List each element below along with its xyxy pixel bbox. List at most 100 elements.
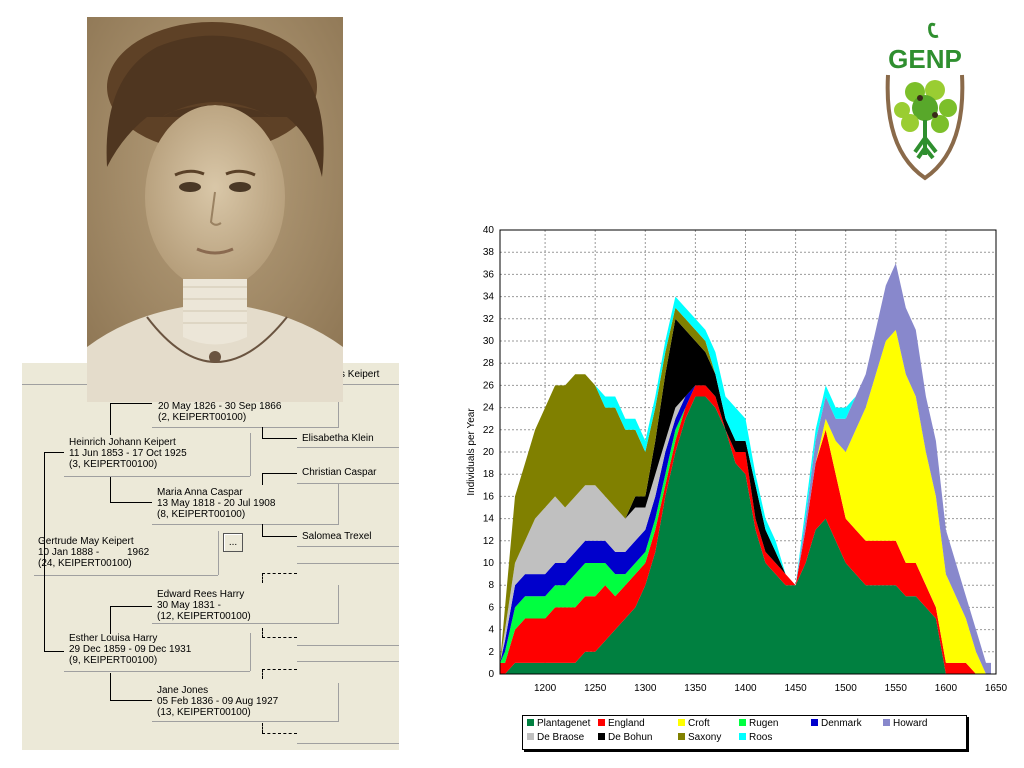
legend-label: England (608, 718, 645, 729)
x-tick-label: 1500 (835, 683, 858, 694)
legend-swatch (527, 719, 534, 726)
person-name: Edward Rees Harry (157, 589, 245, 600)
person-dates: 20 May 1826 - 30 Sep 1866 (158, 401, 282, 412)
legend-label: Plantagenet (537, 718, 591, 729)
legend-swatch (739, 719, 746, 726)
box-rule (152, 721, 339, 722)
box-rule (297, 563, 399, 564)
person-dates: 10 Jan 1888 - 1962 (38, 547, 150, 558)
area-series-croft (500, 329, 991, 674)
y-tick-label: 10 (483, 558, 495, 569)
area-series-rugen (500, 329, 991, 674)
person-box-p11[interactable]: Jane Jones 05 Feb 1836 - 09 Aug 1927 (13… (157, 685, 278, 718)
person-name: Maria Anna Caspar (157, 487, 243, 498)
x-tick-label: 1650 (985, 683, 1008, 694)
person-box-p10[interactable]: Esther Louisa Harry 29 Dec 1859 - 09 Dec… (69, 633, 191, 666)
y-tick-label: 30 (483, 336, 495, 347)
box-rule (218, 531, 219, 575)
box-rule (64, 671, 250, 672)
legend-item: Denmark (811, 717, 862, 730)
y-tick-label: 26 (483, 380, 495, 391)
x-tick-label: 1250 (584, 683, 607, 694)
y-tick-label: 18 (483, 469, 495, 480)
person-name: Salomea Trexel (302, 531, 372, 542)
y-tick-label: 14 (483, 514, 495, 525)
tree-connector (44, 452, 64, 453)
legend-item: Howard (883, 717, 927, 730)
person-ref: (24, KEIPERT00100) (38, 558, 132, 569)
box-rule (297, 661, 399, 662)
box-rule (297, 447, 399, 448)
individuals-per-year-chart: 0246810121416182022242628303234363840120… (466, 225, 1008, 694)
person-box-p2[interactable]: 20 May 1826 - 30 Sep 1866 (2, KEIPERT001… (158, 401, 281, 423)
person-box-p1[interactable]: s Keipert (340, 369, 379, 380)
person-name: Esther Louisa Harry (69, 633, 158, 644)
legend-label: Howard (893, 718, 928, 729)
box-rule (152, 427, 339, 428)
more-children-button[interactable]: ... (223, 533, 243, 552)
pedigree-panel: s Keipert 20 May 1826 - 30 Sep 1866 (2, … (22, 363, 399, 750)
person-ref: (8, KEIPERT00100) (157, 509, 246, 520)
tree-connector (262, 473, 263, 485)
person-dates: 30 May 1831 - (157, 600, 221, 611)
legend-swatch (811, 719, 818, 726)
person-ref: (13, KEIPERT00100) (157, 707, 251, 718)
legend-item: Croft (678, 717, 710, 730)
empty-slot-connector (262, 723, 263, 733)
person-box-p8[interactable]: Gertrude May Keipert 10 Jan 1888 - 1962 … (38, 536, 149, 569)
tree-connector (110, 403, 152, 404)
legend-item: Saxony (678, 731, 721, 744)
area-series-plantagenet (500, 396, 991, 674)
legend-label: Saxony (688, 732, 722, 743)
person-box-p5[interactable]: Christian Caspar (302, 467, 376, 478)
person-ref: (3, KEIPERT00100) (69, 459, 158, 470)
legend-swatch (678, 733, 685, 740)
person-box-p9[interactable]: Edward Rees Harry 30 May 1831 - (12, KEI… (157, 589, 251, 622)
box-rule (250, 433, 251, 476)
y-tick-label: 22 (483, 425, 495, 436)
legend-swatch (883, 719, 890, 726)
person-name: s Keipert (340, 369, 380, 380)
legend-swatch (739, 733, 746, 740)
box-rule (297, 743, 399, 744)
box-rule (338, 483, 339, 524)
x-tick-label: 1300 (634, 683, 657, 694)
box-rule (338, 399, 339, 427)
legend-item: Roos (739, 731, 772, 744)
tree-connector (110, 403, 111, 435)
empty-slot-connector (262, 637, 297, 638)
person-box-p7[interactable]: Salomea Trexel (302, 531, 371, 542)
person-name: Elisabetha Klein (302, 433, 374, 444)
y-tick-label: 6 (488, 602, 494, 613)
person-ref: (2, KEIPERT00100) (158, 412, 247, 423)
tree-connector (262, 427, 263, 439)
legend-swatch (598, 733, 605, 740)
y-tick-label: 12 (483, 536, 495, 547)
area-series-howard (500, 263, 991, 674)
box-rule (297, 546, 399, 547)
tree-connector (262, 524, 263, 537)
tree-connector (44, 651, 64, 652)
x-tick-label: 1400 (734, 683, 757, 694)
x-tick-label: 1350 (684, 683, 707, 694)
area-series-england (500, 385, 991, 674)
box-rule (64, 476, 250, 477)
person-box-p6[interactable]: Maria Anna Caspar 13 May 1818 - 20 Jul 1… (157, 487, 275, 520)
y-tick-label: 0 (488, 669, 494, 680)
legend-label: Roos (749, 732, 773, 743)
person-name: Christian Caspar (302, 467, 377, 478)
person-box-p3[interactable]: Elisabetha Klein (302, 433, 374, 444)
genp-logo: GENP (880, 20, 970, 182)
legend-label: Rugen (749, 718, 779, 729)
y-tick-label: 38 (483, 247, 495, 258)
empty-slot-connector (262, 669, 263, 679)
empty-slot-connector (262, 573, 297, 574)
y-tick-label: 8 (488, 580, 494, 591)
box-rule (338, 585, 339, 623)
person-box-p4[interactable]: Heinrich Johann Keipert 11 Jun 1853 - 17… (69, 437, 187, 470)
box-rule (34, 575, 218, 576)
empty-slot-connector (262, 628, 263, 638)
y-tick-label: 2 (488, 647, 494, 658)
legend-item: Plantagenet (527, 717, 590, 730)
empty-slot-connector (262, 573, 263, 583)
